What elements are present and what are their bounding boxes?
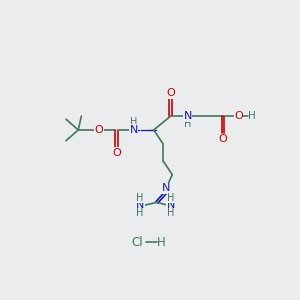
Text: H: H [130,117,137,127]
Text: Cl: Cl [131,236,142,249]
Text: H: H [167,193,174,203]
Text: O: O [219,134,227,144]
Text: H: H [167,208,174,218]
Text: N: N [136,200,144,210]
Text: H: H [157,236,166,249]
Text: H: H [136,208,144,218]
Text: O: O [112,148,121,158]
Text: N: N [183,111,192,121]
Text: N: N [130,125,138,135]
Text: H: H [136,193,144,203]
Text: H: H [184,119,191,129]
Text: N: N [167,200,175,210]
Text: H: H [248,111,255,121]
Text: O: O [166,88,175,98]
Text: N: N [162,184,170,194]
Text: O: O [95,125,103,135]
Text: O: O [234,111,243,121]
